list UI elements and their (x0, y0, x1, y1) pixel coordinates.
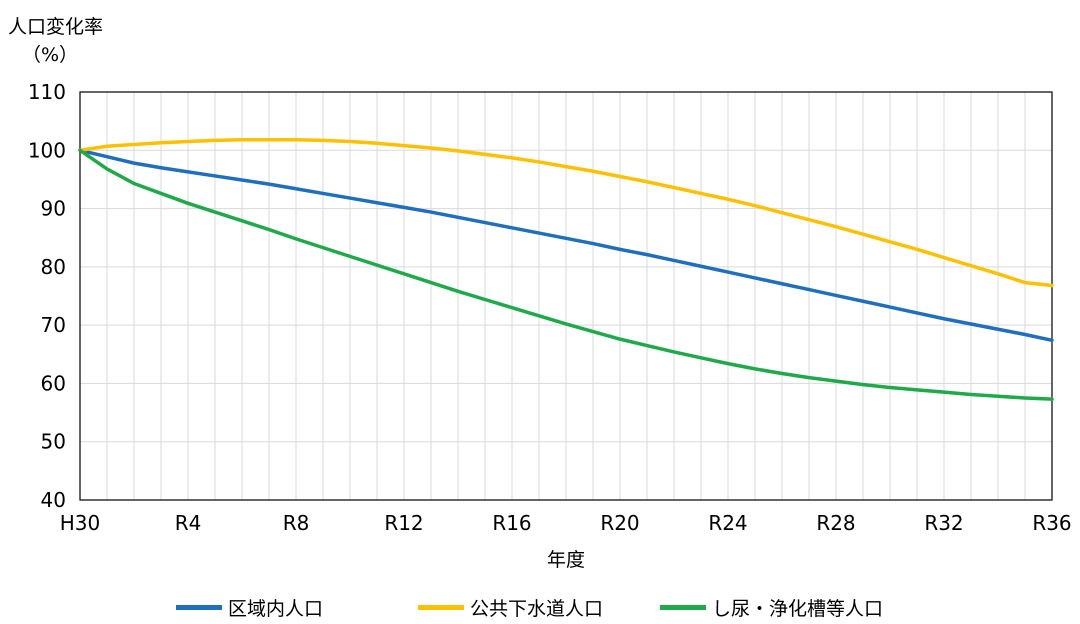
x-tick-label: R36 (1032, 511, 1071, 535)
legend-item-0: 区域内人口 (176, 594, 323, 621)
legend-label-0: 区域内人口 (228, 598, 324, 620)
y-tick-label: 60 (41, 371, 66, 395)
x-tick-label: R20 (600, 511, 639, 535)
chart-legend: 区域内人口 公共下水道人口 し尿・浄化槽等人口 (0, 594, 1080, 620)
y-tick-label: 100 (28, 138, 66, 162)
y-axis-title: 人口変化率 (8, 16, 104, 38)
legend-swatch-0 (176, 605, 222, 610)
x-tick-label: R16 (492, 511, 531, 535)
y-axis-unit: （%） (22, 44, 79, 66)
x-axis-tick-labels: H30 R4 R8 R12 R16 R20 R24 R28 R32 R36 (60, 511, 1072, 535)
legend-item-1: 公共下水道人口 (418, 594, 603, 621)
x-tick-label: R12 (384, 511, 423, 535)
y-tick-label: 80 (41, 255, 66, 279)
legend-label-2: し尿・浄化槽等人口 (712, 598, 884, 620)
y-tick-label: 50 (41, 430, 66, 454)
x-tick-label: R8 (283, 511, 310, 535)
series-line-0 (78, 148, 1054, 343)
y-tick-label: 110 (28, 80, 66, 104)
series-line-1 (78, 138, 1054, 288)
series-lines (78, 138, 1054, 401)
legend-swatch-2 (660, 605, 706, 610)
series-line-2 (78, 148, 1054, 401)
x-tick-label: R32 (924, 511, 963, 535)
plot-border (79, 91, 1053, 501)
x-tick-label: R4 (175, 511, 202, 535)
x-tick-label: H30 (60, 511, 101, 535)
x-tick-label: R28 (816, 511, 855, 535)
x-tick-label: R24 (708, 511, 747, 535)
x-axis-title: 年度 (547, 549, 585, 571)
legend-label-1: 公共下水道人口 (470, 598, 604, 620)
legend-swatch-1 (418, 605, 464, 610)
y-tick-label: 90 (41, 197, 66, 221)
legend-item-2: し尿・浄化槽等人口 (660, 594, 883, 621)
y-tick-label: 70 (41, 313, 66, 337)
y-axis-tick-labels: 40 50 60 70 80 90 100 110 (28, 80, 66, 512)
y-tick-label: 40 (41, 488, 66, 512)
